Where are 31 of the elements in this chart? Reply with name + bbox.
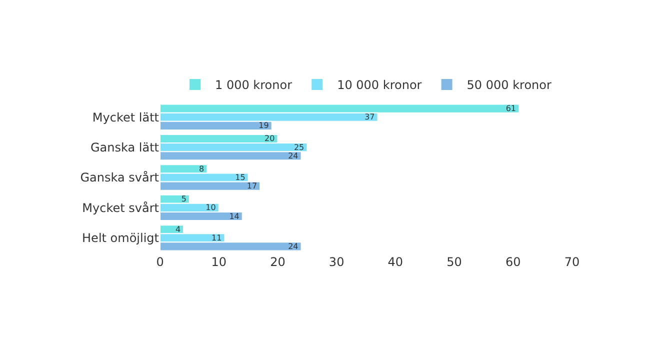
data-label: 5 [181,194,186,204]
y-tick-label: Ganska svårt [80,170,160,185]
data-label: 19 [258,121,269,130]
x-tick-label: 10 [211,255,226,269]
data-label: 24 [288,151,298,160]
data-label: 37 [364,112,375,122]
data-label: 4 [175,224,181,234]
x-tick-label: 60 [506,255,521,269]
legend-label: 10 000 kronor [337,78,422,92]
y-tick-label: Mycket lätt [92,110,160,124]
x-tick-label: 40 [388,255,404,269]
data-label: 17 [246,182,258,191]
data-label: 10 [206,203,216,212]
x-tick-label: 0 [156,255,164,269]
y-tick-label: Mycket svårt [82,200,160,215]
x-tick-label: 20 [270,255,286,269]
data-label: 24 [288,242,298,251]
data-label: 14 [229,212,240,221]
data-label: 8 [198,164,204,174]
x-tick-label: 30 [328,255,344,269]
data-label: 11 [212,233,222,242]
data-label: 20 [264,134,275,144]
x-tick-label: 70 [564,255,580,269]
y-tick-label: Ganska lätt [90,140,160,154]
x-tick-label: 50 [446,255,462,269]
data-label: 15 [235,173,246,182]
legend-label: 50 000 kronor [466,78,552,92]
data-label: 61 [506,104,516,114]
y-tick-label: Helt omöjligt [82,231,160,246]
data-label: 25 [294,142,304,152]
legend-label: 1 000 kronor [215,78,292,92]
